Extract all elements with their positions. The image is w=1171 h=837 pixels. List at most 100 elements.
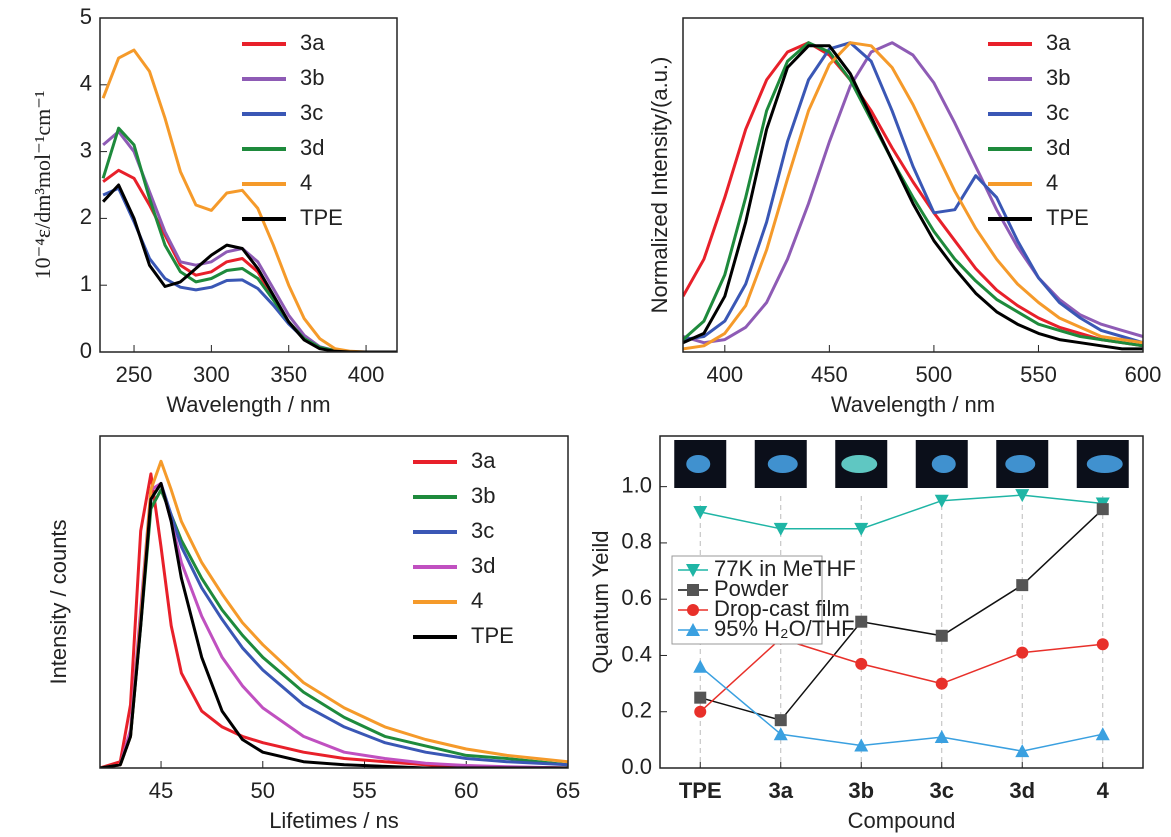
series-line <box>102 186 397 352</box>
legend-marker <box>687 584 699 596</box>
marker <box>1016 646 1029 659</box>
legend-label: 3a <box>1046 30 1071 55</box>
sample-glow <box>841 455 878 473</box>
x-tick-label: 3a <box>769 778 794 803</box>
series-line <box>102 183 397 352</box>
marker <box>934 494 949 508</box>
legend-label: TPE <box>1046 205 1089 230</box>
legend-label: 3d <box>1046 135 1070 160</box>
y-tick-label: 0.8 <box>621 529 652 554</box>
marker <box>935 629 948 642</box>
marker <box>935 677 948 690</box>
marker <box>1096 638 1109 651</box>
marker <box>1016 579 1029 592</box>
axes-frame <box>99 17 398 353</box>
legend-label: 3d <box>300 135 324 160</box>
legend-label: TPE <box>471 623 514 648</box>
legend-label: 3b <box>1046 65 1070 90</box>
legend-label: 3b <box>471 483 495 508</box>
y-tick-label: 0.2 <box>621 698 652 723</box>
marker <box>693 659 708 673</box>
legend-label: 3c <box>1046 100 1069 125</box>
sample-glow <box>1005 455 1036 473</box>
legend-marker <box>686 623 700 636</box>
legend-label: 3c <box>471 518 494 543</box>
series-line <box>683 41 1143 345</box>
legend-label: 3a <box>300 30 325 55</box>
x-tick-label: 450 <box>811 362 848 387</box>
x-axis-label: Lifetimes / ns <box>269 808 399 833</box>
x-tick-label: 600 <box>1125 362 1162 387</box>
marker <box>694 691 707 704</box>
y-tick-label: 4 <box>80 71 92 96</box>
marker <box>694 705 707 718</box>
y-tick-label: 5 <box>80 4 92 29</box>
legend-label: 95% H₂O/THF <box>714 616 855 641</box>
x-tick-label: 45 <box>149 778 173 803</box>
y-tick-label: 0.4 <box>621 641 652 666</box>
series-line <box>683 41 1143 345</box>
sample-glow <box>767 455 798 473</box>
marker <box>855 657 868 670</box>
y-axis-label: Intensity / counts <box>46 519 71 684</box>
y-tick-label: 0 <box>80 338 92 363</box>
y-tick-label: 2 <box>80 204 92 229</box>
legend-label: TPE <box>300 205 343 230</box>
axes-frame <box>682 17 1144 353</box>
x-tick-label: 3c <box>930 778 954 803</box>
marker <box>854 522 869 536</box>
marker <box>773 522 788 536</box>
legend-label: 77K in MeTHF <box>714 556 856 581</box>
legend-label: Powder <box>714 576 789 601</box>
legend-label: Drop-cast film <box>714 596 850 621</box>
y-axis-label: Quantum Yeild <box>588 530 613 673</box>
x-axis-label: Wavelength / nm <box>831 392 995 417</box>
series-line <box>101 126 397 352</box>
x-tick-label: 65 <box>556 778 580 803</box>
x-tick-label: 500 <box>916 362 953 387</box>
series-line <box>683 44 1143 351</box>
y-tick-label: 1 <box>80 271 92 296</box>
marker <box>1096 503 1109 516</box>
sample-glow <box>1086 455 1123 473</box>
x-tick-label: 400 <box>348 362 385 387</box>
series-line <box>700 508 1104 721</box>
sample-glow <box>686 455 711 473</box>
series-line <box>683 41 1143 348</box>
series-line <box>100 481 568 768</box>
x-tick-label: 3b <box>848 778 874 803</box>
x-tick-label: 250 <box>116 362 153 387</box>
marker <box>1015 744 1030 758</box>
axes-frame <box>659 435 1144 769</box>
x-tick-label: 400 <box>706 362 743 387</box>
series-line <box>683 41 1143 351</box>
marker <box>855 615 868 628</box>
legend-label: 3c <box>300 100 323 125</box>
x-tick-label: 550 <box>1020 362 1057 387</box>
x-tick-label: 3d <box>1009 778 1035 803</box>
series-line <box>102 130 397 352</box>
series-line <box>700 494 1103 530</box>
y-axis-label: Normalized Intensity/(a.u.) <box>647 57 672 314</box>
marker <box>1015 489 1030 503</box>
legend-label: 4 <box>1046 170 1058 195</box>
x-tick-label: 50 <box>251 778 275 803</box>
marker <box>854 738 869 752</box>
legend-label: 3b <box>300 65 324 90</box>
series-line <box>699 666 1103 752</box>
x-tick-label: 350 <box>270 362 307 387</box>
x-axis-label: Wavelength / nm <box>166 392 330 417</box>
x-tick-label: TPE <box>679 778 722 803</box>
legend-label: 3d <box>471 553 495 578</box>
marker <box>934 730 949 744</box>
x-axis-label: Compound <box>848 808 956 833</box>
series-line <box>683 41 1143 348</box>
sample-glow <box>931 455 956 473</box>
legend-marker <box>686 564 700 577</box>
x-tick-label: 300 <box>193 362 230 387</box>
legend-label: 4 <box>471 588 483 613</box>
marker <box>693 505 708 519</box>
series-line <box>699 637 1103 713</box>
axes-frame <box>99 435 569 769</box>
